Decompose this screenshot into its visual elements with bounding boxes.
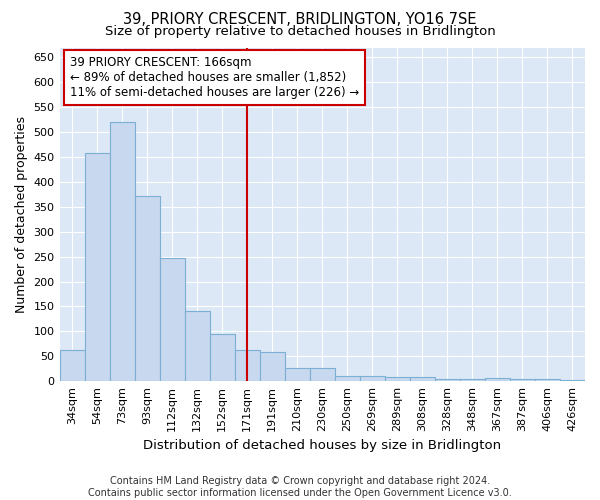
Bar xyxy=(385,377,410,381)
Bar xyxy=(435,378,460,381)
Text: Contains HM Land Registry data © Crown copyright and database right 2024.
Contai: Contains HM Land Registry data © Crown c… xyxy=(88,476,512,498)
Bar xyxy=(410,377,435,381)
Text: 39 PRIORY CRESCENT: 166sqm
← 89% of detached houses are smaller (1,852)
11% of s: 39 PRIORY CRESCENT: 166sqm ← 89% of deta… xyxy=(70,56,359,99)
Bar xyxy=(134,196,160,381)
Bar xyxy=(185,312,209,381)
Bar xyxy=(510,379,535,381)
Bar xyxy=(285,368,310,381)
Bar xyxy=(59,350,85,381)
Text: 39, PRIORY CRESCENT, BRIDLINGTON, YO16 7SE: 39, PRIORY CRESCENT, BRIDLINGTON, YO16 7… xyxy=(123,12,477,28)
Bar xyxy=(310,368,335,381)
Bar xyxy=(235,350,260,381)
Bar xyxy=(209,334,235,381)
Bar xyxy=(535,379,560,381)
Bar xyxy=(160,258,185,381)
Y-axis label: Number of detached properties: Number of detached properties xyxy=(15,116,28,313)
Bar xyxy=(260,352,285,381)
X-axis label: Distribution of detached houses by size in Bridlington: Distribution of detached houses by size … xyxy=(143,440,502,452)
Bar xyxy=(560,380,585,381)
Text: Size of property relative to detached houses in Bridlington: Size of property relative to detached ho… xyxy=(104,24,496,38)
Bar xyxy=(460,379,485,381)
Bar xyxy=(110,122,134,381)
Bar xyxy=(335,376,360,381)
Bar xyxy=(360,376,385,381)
Bar xyxy=(85,153,110,381)
Bar xyxy=(485,378,510,381)
